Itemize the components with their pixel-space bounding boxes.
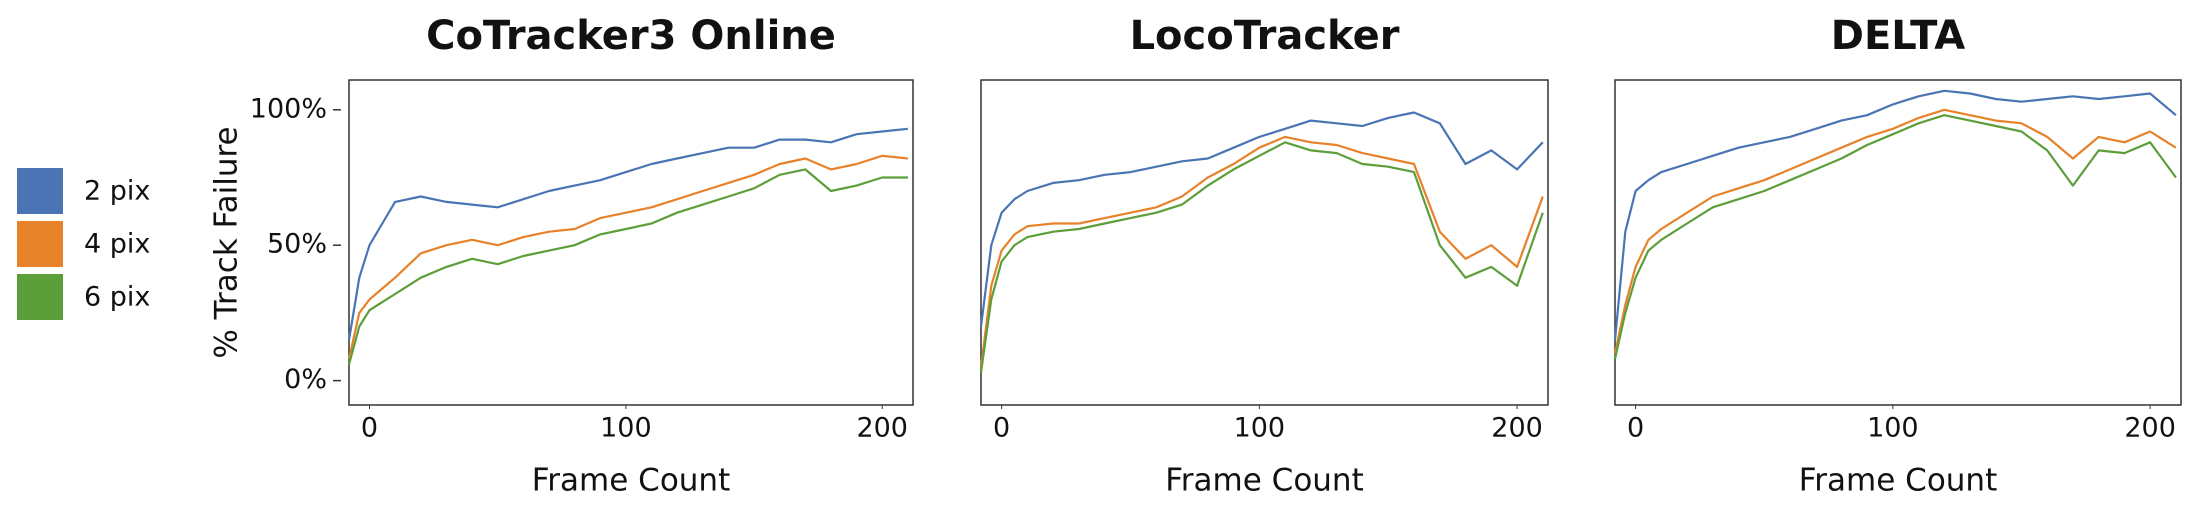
legend-swatch — [17, 274, 63, 320]
plot-frame — [1614, 79, 2182, 406]
x-tick-label: 100 — [1234, 413, 1286, 444]
x-axis-label: Frame Count — [1165, 463, 1364, 499]
chart-title: CoTracker3 Online — [426, 13, 836, 59]
series-line — [1613, 108, 2177, 354]
y-axis-label: % Track Failure — [209, 126, 245, 358]
series-line — [979, 141, 1544, 373]
x-tick-label: 200 — [2124, 413, 2176, 444]
y-tick-label: 0% — [284, 364, 327, 395]
x-tick-label: 0 — [993, 413, 1010, 444]
legend-swatch — [17, 221, 63, 267]
legend-label: 6 pix — [84, 282, 150, 313]
legend-label: 2 pix — [84, 176, 150, 207]
y-tick-label: 50% — [267, 229, 327, 260]
x-tick-label: 200 — [1491, 413, 1543, 444]
x-tick-label: 100 — [1867, 413, 1919, 444]
y-tick-label: 100% — [250, 93, 327, 124]
x-tick-label: 0 — [361, 413, 378, 444]
series-line — [1613, 89, 2177, 341]
legend-label: 4 pix — [84, 229, 150, 260]
chart-title: LocoTracker — [1130, 13, 1400, 59]
series-line — [347, 154, 909, 360]
x-tick-label: 100 — [600, 413, 652, 444]
series-line — [1613, 114, 2177, 360]
legend-swatch — [17, 168, 63, 214]
series-line — [979, 111, 1544, 327]
chart-title: DELTA — [1831, 13, 1966, 59]
series-line — [979, 135, 1544, 368]
x-axis-label: Frame Count — [532, 463, 731, 499]
x-tick-label: 200 — [856, 413, 908, 444]
plot-frame — [980, 79, 1549, 406]
x-axis-label: Frame Count — [1799, 463, 1998, 499]
series-line — [347, 127, 909, 341]
plot-frame — [348, 79, 914, 406]
series-line — [347, 168, 908, 365]
x-tick-label: 0 — [1627, 413, 1644, 444]
